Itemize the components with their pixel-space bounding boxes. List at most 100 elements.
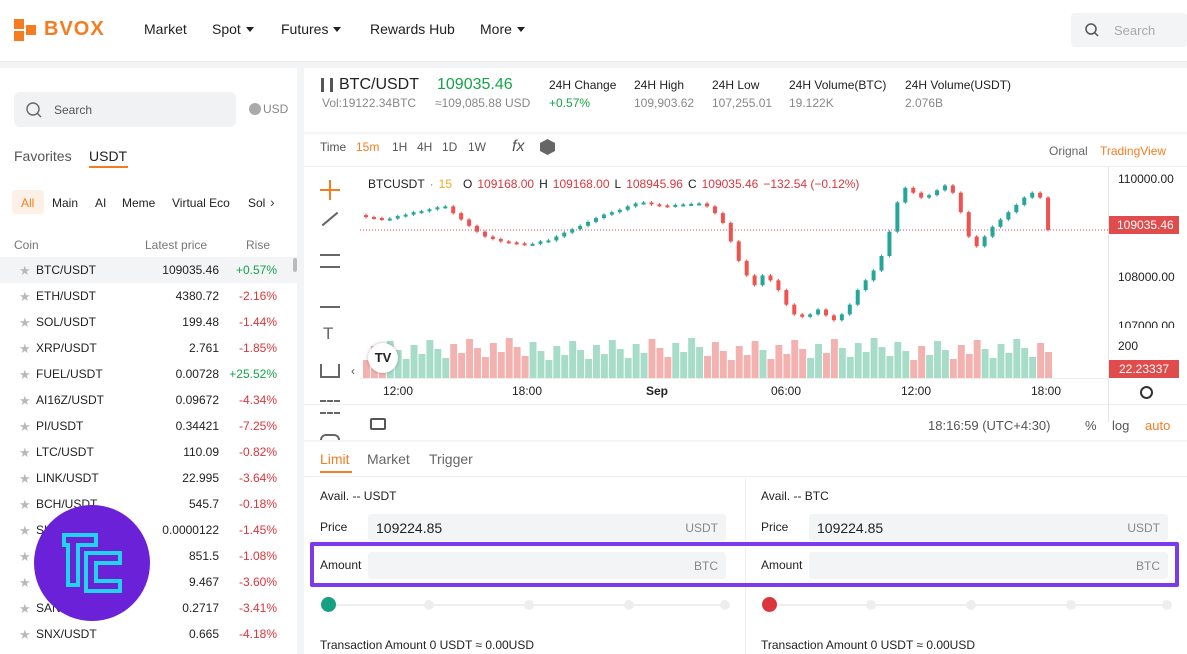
interval-1d[interactable]: 1D <box>442 140 458 154</box>
sell-amount-slider[interactable] <box>770 600 1172 610</box>
interval-4h[interactable]: 4H <box>417 140 433 154</box>
column-coin[interactable]: Coin <box>14 238 39 252</box>
buy-amount-slider[interactable] <box>328 600 730 610</box>
category-sol[interactable]: Sol <box>248 196 266 210</box>
column-latest-price[interactable]: Latest price <box>145 238 208 252</box>
header-search[interactable]: Search <box>1071 13 1187 47</box>
chart-settings-gear-icon[interactable] <box>1140 386 1153 399</box>
coin-row[interactable]: ★ FUEL/USDT 0.00728 +25.52% <box>0 361 297 387</box>
collapse-toolbar-icon[interactable]: ‹ <box>351 364 355 378</box>
coin-row[interactable]: ★ XRP/USDT 2.761 -1.85% <box>0 335 297 361</box>
sell-price-input[interactable]: 109224.85 USDT <box>809 514 1168 541</box>
coin-row[interactable]: ★ PI/USDT 0.34421 -7.25% <box>0 413 297 439</box>
pattern-icon[interactable] <box>320 364 340 378</box>
indicators-icon[interactable]: fx <box>512 138 525 155</box>
sell-amount-input[interactable]: BTC <box>809 552 1168 579</box>
measure-icon[interactable] <box>320 400 340 414</box>
buy-price-input[interactable]: 109224.85 USDT <box>368 514 726 541</box>
pair-list-icon[interactable] <box>321 78 333 92</box>
buy-slider-handle[interactable] <box>321 597 336 612</box>
interval-1h[interactable]: 1H <box>392 140 408 154</box>
star-icon[interactable]: ★ <box>19 627 31 642</box>
sell-slider-handle[interactable] <box>762 597 777 612</box>
buy-amount-input[interactable]: BTC <box>368 552 726 579</box>
coin-row[interactable]: ★ SOL/USDT 199.48 -1.44% <box>0 309 297 335</box>
currency-toggle[interactable]: USD <box>263 102 289 116</box>
market-search-input[interactable]: Search <box>14 92 236 127</box>
star-icon[interactable]: ★ <box>19 289 31 304</box>
scale-percent[interactable]: % <box>1085 418 1097 433</box>
crosshair-icon[interactable] <box>320 180 340 200</box>
candle-body <box>784 290 789 305</box>
category-virtual-eco[interactable]: Virtual Eco <box>172 196 230 210</box>
star-icon[interactable]: ★ <box>19 393 31 408</box>
star-icon[interactable]: ★ <box>19 341 31 356</box>
nav-more[interactable]: More <box>480 21 525 37</box>
star-icon[interactable]: ★ <box>19 523 31 538</box>
category-main[interactable]: Main <box>52 196 79 210</box>
fib-icon[interactable] <box>320 254 340 268</box>
candlestick-chart[interactable] <box>360 170 1110 380</box>
view-original[interactable]: Orignal <box>1049 144 1088 158</box>
star-icon[interactable]: ★ <box>19 601 31 616</box>
heart-icon[interactable] <box>320 434 340 440</box>
column-rise[interactable]: Rise <box>246 238 271 252</box>
brush-icon[interactable] <box>320 294 340 308</box>
scale-auto[interactable]: auto <box>1145 418 1171 433</box>
tradingview-badge-icon[interactable]: TV <box>368 343 398 373</box>
legend-open-label: O <box>463 177 473 191</box>
coin-row[interactable]: ★ ETH/USDT 4380.72 -2.16% <box>0 283 297 309</box>
category-ai[interactable]: AI <box>95 196 107 210</box>
coin-change: -3.41% <box>238 601 277 615</box>
star-icon[interactable]: ★ <box>19 445 31 460</box>
nav-rewards-hub[interactable]: Rewards Hub <box>370 21 455 37</box>
scrollbar[interactable] <box>293 258 297 272</box>
tab-favorites[interactable]: Favorites <box>14 148 72 164</box>
interval-15m[interactable]: 15m <box>356 140 380 154</box>
coin-row[interactable]: ★ 9.467 -3.60% <box>0 569 297 595</box>
nav-futures[interactable]: Futures <box>281 21 342 37</box>
star-icon[interactable]: ★ <box>19 419 31 434</box>
coin-row[interactable]: ★ LINK/USDT 22.995 -3.64% <box>0 465 297 491</box>
volume-bar <box>775 345 783 378</box>
star-icon[interactable]: ★ <box>19 497 31 512</box>
text-tool-icon[interactable]: T <box>323 324 334 343</box>
coin-row[interactable]: ★ SNX/USDT 0.665 -4.18% <box>0 621 297 647</box>
stat-value: 107,255.01 <box>712 96 773 110</box>
star-icon[interactable]: ★ <box>19 549 31 564</box>
tab-usdt[interactable]: USDT <box>89 148 128 164</box>
star-icon[interactable]: ★ <box>19 575 31 590</box>
scale-log[interactable]: log <box>1112 418 1130 433</box>
nav-market[interactable]: Market <box>144 21 187 37</box>
coin-row[interactable]: ★ LTC/USDT 110.09 -0.82% <box>0 439 297 465</box>
trendline-icon[interactable] <box>321 211 339 227</box>
category-meme[interactable]: Meme <box>122 196 156 210</box>
nav-spot[interactable]: Spot <box>212 21 254 37</box>
sell-amount-unit: BTC <box>1136 559 1160 573</box>
star-icon[interactable]: ★ <box>19 315 31 330</box>
x-tick-1200b: 12:00 <box>901 384 932 398</box>
limit-tab-underline <box>320 471 352 473</box>
interval-1w[interactable]: 1W <box>468 140 486 154</box>
tab-limit[interactable]: Limit <box>320 451 350 467</box>
coin-row[interactable]: ★ BTC/USDT 109035.46 +0.57% <box>0 257 297 283</box>
coin-row[interactable]: ★ 851.5 -1.08% <box>0 543 297 569</box>
volume-bar <box>537 351 545 378</box>
star-icon[interactable]: ★ <box>19 367 31 382</box>
star-icon[interactable]: ★ <box>19 263 31 278</box>
coin-row[interactable]: ★ AI16Z/USDT 0.09672 -4.34% <box>0 387 297 413</box>
stat-value: 2.076B <box>905 96 944 110</box>
candle-body <box>665 205 670 208</box>
x-tick-1800b: 18:00 <box>1031 384 1062 398</box>
coin-price: 0.00728 <box>175 367 219 381</box>
bvox-logo[interactable]: BVOX <box>14 18 105 41</box>
tab-market[interactable]: Market <box>367 451 410 467</box>
candle-body <box>982 236 987 247</box>
category-all[interactable]: All <box>21 196 35 210</box>
settings-hex-icon[interactable] <box>540 139 555 155</box>
view-tradingview[interactable]: TradingView <box>1100 144 1167 158</box>
tab-trigger[interactable]: Trigger <box>429 451 473 467</box>
chevron-right-icon[interactable]: › <box>270 194 275 210</box>
star-icon[interactable]: ★ <box>19 471 31 486</box>
date-range-icon[interactable] <box>370 418 386 430</box>
